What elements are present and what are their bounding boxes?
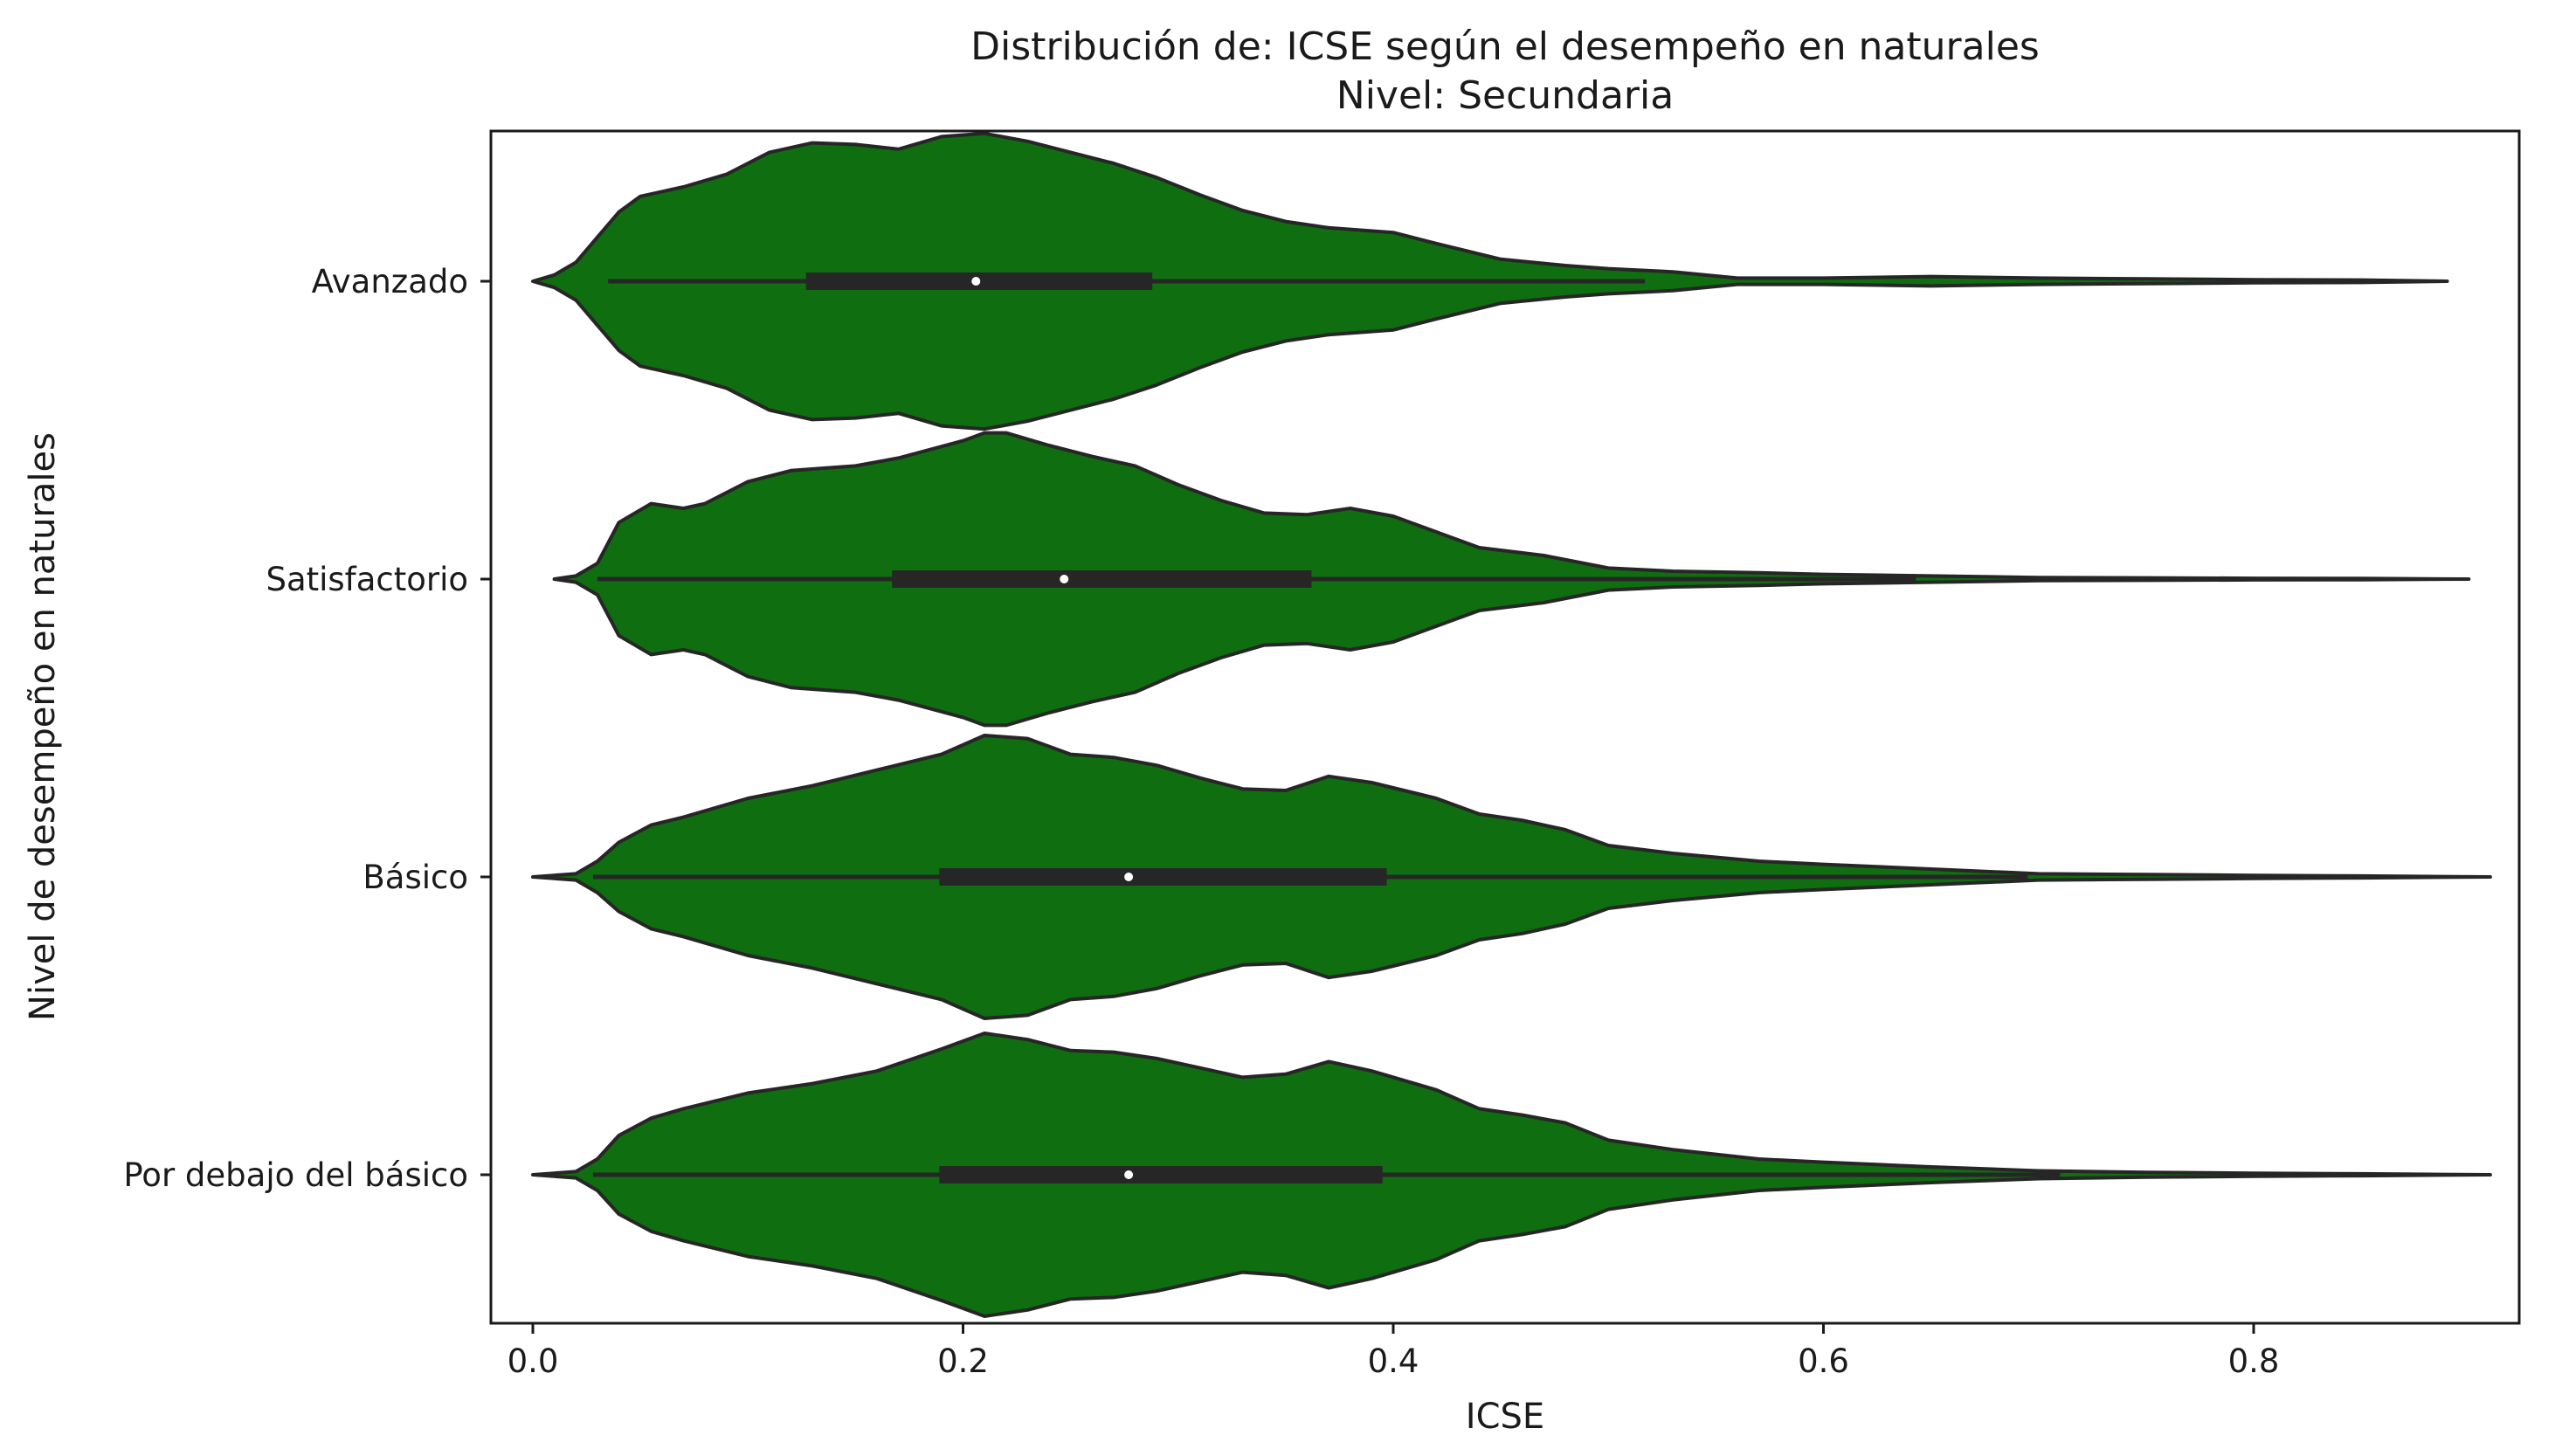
x-tick-label: 0.6 [1798,1342,1849,1380]
violin-median-point [971,277,981,286]
y-tick-label: Avanzado [312,263,468,300]
chart-title: Distribución de: ICSE según el desempeño… [970,24,2040,69]
violin-median-point [1124,1170,1134,1179]
y-axis: Avanzado Satisfactorio Básico Por debajo de… [123,263,491,1194]
plot-area-frame [489,129,2521,1325]
violin-iqr-box [939,1166,1383,1183]
x-tick-label: 0.8 [2228,1342,2280,1380]
y-tick-label: Satisfactorio [266,561,468,598]
y-tick-label: Básico [363,859,468,896]
y-tick-label: Por debajo del básico [123,1156,468,1194]
x-axis: 0.0 0.2 0.4 0.6 0.8 [508,1323,2280,1380]
violin-median-point [1124,873,1134,881]
x-tick-label: 0.0 [508,1342,559,1380]
chart-subtitle: Nivel: Secundaria [1336,73,1674,118]
violin-iqr-box [892,570,1312,588]
violin-median-point [1060,575,1069,583]
x-tick-label: 0.2 [937,1342,989,1380]
inner-boxplots [592,273,2061,1183]
x-axis-label: ICSE [1466,1397,1544,1437]
y-axis-label: Nivel de desempeño en naturales [23,432,63,1021]
x-tick-label: 0.4 [1368,1342,1419,1380]
violin-iqr-box [939,868,1387,886]
